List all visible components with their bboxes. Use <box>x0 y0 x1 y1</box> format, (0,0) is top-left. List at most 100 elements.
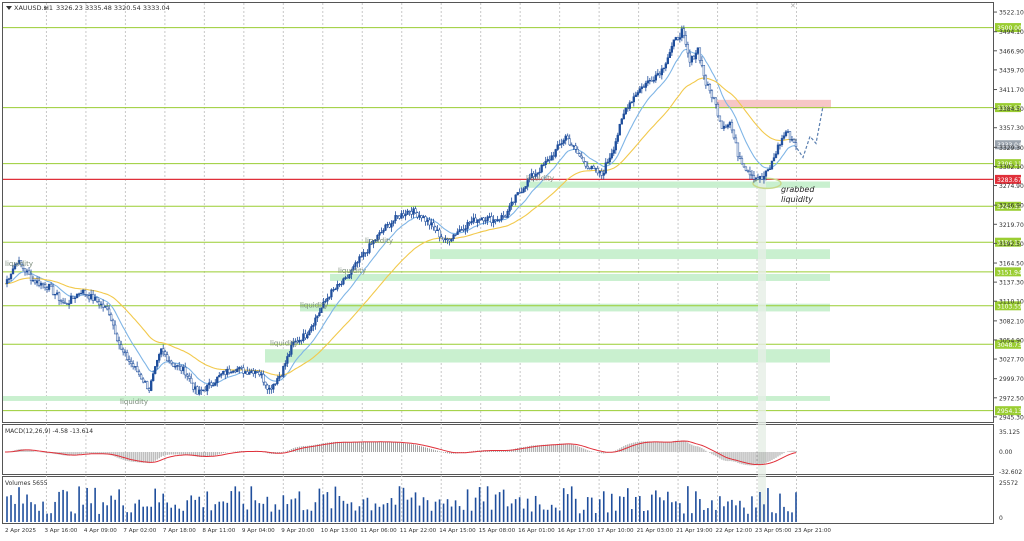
candle-body <box>150 380 153 391</box>
candle-body <box>670 46 673 53</box>
candle-body <box>402 213 405 217</box>
candle-body <box>228 368 231 373</box>
candle-body <box>784 131 788 137</box>
candle-body <box>750 174 754 176</box>
candle-body <box>754 177 758 180</box>
candle-body <box>734 137 738 144</box>
candle-body <box>43 284 47 289</box>
time-tick-label: 11 Apr 22:00 <box>400 528 437 534</box>
liquidity-label: liquidity <box>5 260 33 268</box>
candle-body <box>688 52 692 63</box>
candle-body <box>384 224 387 231</box>
candle-body <box>432 222 435 228</box>
candle-body <box>69 295 73 304</box>
candle-body <box>85 294 89 297</box>
candle-body <box>442 237 445 241</box>
close-icon[interactable]: ✕ <box>790 2 796 10</box>
candle-body <box>568 138 571 146</box>
candle-body <box>520 191 523 194</box>
candle-body <box>562 140 565 144</box>
candle-body <box>386 224 389 226</box>
candle-body <box>182 366 185 372</box>
candle-body <box>626 107 629 110</box>
candle-body <box>768 168 772 170</box>
candle-body <box>716 104 720 117</box>
moving-averages <box>4 48 797 385</box>
time-tick-label: 17 Apr 10:00 <box>597 528 634 534</box>
candle-body <box>462 229 465 231</box>
candle-body <box>198 389 201 395</box>
candle-body <box>354 262 357 267</box>
candle-body <box>406 210 409 215</box>
candle-body <box>382 230 385 233</box>
candle-body <box>338 283 341 286</box>
level-price-tag: 3151.94 <box>995 267 1022 277</box>
time-tick-label: 7 Apr 02:00 <box>123 528 156 534</box>
macd-signal-line <box>5 440 797 466</box>
candle-body <box>270 387 273 390</box>
level-price-tag-text: 3333.04 <box>997 142 1022 149</box>
candle-body <box>124 351 127 354</box>
moving-average-line <box>4 77 797 376</box>
candle-body <box>41 283 45 285</box>
candle-body <box>81 289 85 294</box>
timeframe-label: H1 <box>44 4 53 12</box>
candle-body <box>49 283 53 287</box>
liquidity-zone <box>300 303 830 312</box>
candle-body <box>374 239 377 242</box>
price-projection-path <box>796 106 824 159</box>
candle-body <box>646 80 649 84</box>
candle-body <box>192 382 195 390</box>
candle-body <box>400 213 403 219</box>
candle-body <box>95 297 99 302</box>
candle-body <box>107 308 111 315</box>
candle-body <box>468 222 471 224</box>
candle-body <box>258 371 261 375</box>
level-price-tag: 3194.17 <box>995 237 1022 247</box>
liquidity-zone <box>520 181 830 188</box>
candle-body <box>166 354 169 362</box>
candle-body <box>67 303 71 305</box>
candle-body <box>158 354 161 361</box>
time-scale: 2 Apr 2025 3 Apr 16:00 4 Apr 09:00 7 Apr 02… <box>5 528 831 534</box>
candle-body <box>326 298 329 302</box>
candle-body <box>446 238 449 240</box>
candle-body <box>280 375 283 378</box>
volume-tick-label: 0 <box>999 515 1003 522</box>
candle-body <box>200 389 203 391</box>
candle-body <box>180 366 183 372</box>
candle-body <box>148 388 151 391</box>
candle-body <box>484 220 487 222</box>
candle-body <box>656 73 659 76</box>
candle-body <box>152 373 155 381</box>
candle-body <box>119 344 123 350</box>
candle-body <box>790 139 794 141</box>
candle-body <box>170 360 173 364</box>
candle-body <box>212 385 215 387</box>
time-tick-label: 16 Apr 01:00 <box>518 528 555 534</box>
candle-body <box>358 256 361 263</box>
candle-body <box>464 228 467 231</box>
candle-body <box>536 172 539 175</box>
candle-body <box>105 306 109 310</box>
price-tick-label: 2945.30 <box>999 414 1024 421</box>
candle-body <box>61 300 65 303</box>
liquidity-zone <box>3 396 830 401</box>
candle-body <box>752 175 756 180</box>
level-price-tag-text: 3500.00 <box>997 25 1022 32</box>
candle-body <box>438 229 441 238</box>
triangle-down-icon[interactable] <box>6 6 12 10</box>
candle-body <box>416 212 419 218</box>
candle-body <box>678 37 682 40</box>
candle-body <box>602 172 605 176</box>
level-price-tag-text: 3306.11 <box>997 161 1022 168</box>
candle-body <box>55 292 59 295</box>
macd-pane-frame <box>2 424 994 475</box>
vertical-grid <box>45 3 797 522</box>
candle-body <box>111 319 115 326</box>
candle-body <box>590 165 593 170</box>
candle-body <box>650 80 653 82</box>
candle-body <box>366 252 369 254</box>
candle-body <box>134 366 137 368</box>
